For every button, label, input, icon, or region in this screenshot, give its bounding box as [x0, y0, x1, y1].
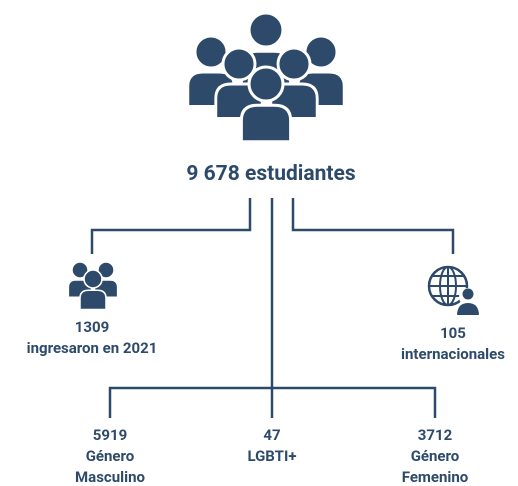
icons [67, 11, 346, 311]
node-value: 5919 [93, 426, 127, 444]
node-label: Femenino [402, 468, 469, 486]
head [221, 46, 257, 82]
connector [90, 198, 252, 254]
node-label: Género [86, 447, 135, 465]
node-label: Género [411, 447, 460, 465]
node-label: Masculino [75, 468, 145, 486]
node-label: LGBTI+ [247, 447, 296, 465]
node-value: 47 [263, 426, 280, 444]
node-label: internacionales [401, 345, 505, 363]
total-students: 9 678 estudiantes [186, 162, 355, 186]
node-label: ingresaron en 2021 [27, 339, 158, 357]
head [97, 261, 115, 279]
head [276, 46, 312, 82]
head [83, 269, 103, 289]
globe-icon [427, 265, 482, 317]
connector [291, 198, 455, 254]
body [79, 289, 107, 311]
person [186, 34, 236, 108]
head [247, 65, 285, 103]
person [239, 65, 293, 144]
head [71, 261, 89, 279]
node-value: 105 [440, 324, 466, 342]
node-value: 3712 [418, 426, 453, 444]
body [239, 103, 293, 144]
head [247, 11, 285, 49]
person [79, 269, 107, 311]
connector [108, 386, 437, 418]
node-value: 1309 [75, 318, 109, 336]
